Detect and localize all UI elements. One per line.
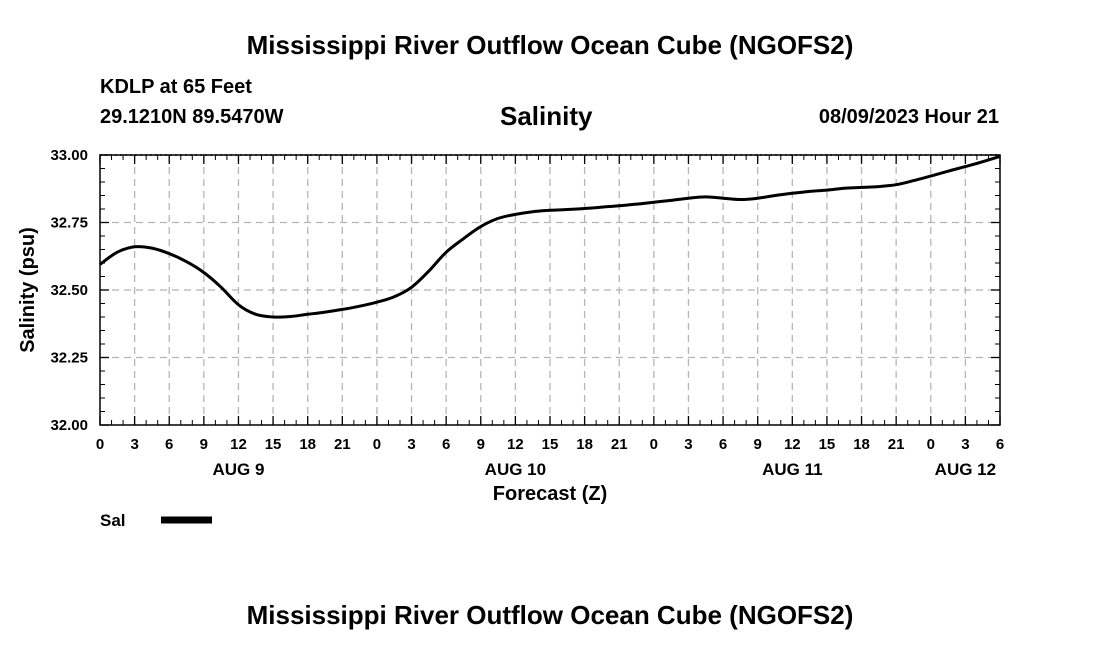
- x-tick-label: 15: [542, 436, 559, 453]
- chart-grid: [100, 155, 1000, 425]
- station-coords: 29.1210N 89.5470W: [100, 106, 284, 128]
- x-tick-label: 21: [334, 436, 351, 453]
- x-tick-label: 6: [165, 436, 173, 453]
- station-name: KDLP at 65 Feet: [100, 76, 252, 98]
- y-tick-label: 32.25: [50, 350, 88, 367]
- x-tick-label: 18: [576, 436, 593, 453]
- x-axis-ticks: 0 3 6 9 12 15 18 21 0 3 6 9 12 15 18 21 0 3 6 9 12 15 18 21 0 3 6: [96, 155, 1004, 453]
- x-axis-label: Forecast (Z): [493, 483, 607, 505]
- y-tick-label: 32.75: [50, 215, 88, 232]
- x-tick-label: 6: [996, 436, 1004, 453]
- y-tick-label: 33.00: [50, 147, 88, 164]
- x-tick-label: 3: [407, 436, 415, 453]
- y-axis-label: Salinity (psu): [17, 227, 39, 353]
- x-tick-label: 0: [373, 436, 381, 453]
- salinity-series-line: [99, 154, 1001, 319]
- x-tick-label: 9: [200, 436, 208, 453]
- x-tick-label: 9: [477, 436, 485, 453]
- day-label: AUG 12: [935, 460, 996, 479]
- chart-title: Salinity: [500, 101, 593, 131]
- legend-label: Sal: [100, 511, 126, 530]
- forecast-timestamp: 08/09/2023 Hour 21: [818, 106, 999, 128]
- page-title: Mississippi River Outflow Ocean Cube (NG…: [246, 30, 854, 60]
- x-tick-label: 3: [130, 436, 138, 453]
- x-tick-label: 15: [265, 436, 282, 453]
- day-labels: AUG 9 AUG 10 AUG 11 AUG 12: [212, 460, 996, 479]
- x-tick-label: 18: [853, 436, 870, 453]
- x-tick-label: 12: [784, 436, 801, 453]
- x-tick-label: 21: [888, 436, 905, 453]
- x-tick-label: 0: [96, 436, 104, 453]
- y-axis-ticks: 32.00 32.25 32.50 32.75 33.00: [50, 147, 1000, 434]
- day-label: AUG 9: [212, 460, 264, 479]
- x-tick-label: 3: [961, 436, 969, 453]
- x-tick-label: 21: [611, 436, 628, 453]
- y-tick-label: 32.50: [50, 282, 88, 299]
- day-label: AUG 10: [485, 460, 546, 479]
- x-tick-label: 12: [507, 436, 524, 453]
- x-tick-label: 9: [754, 436, 762, 453]
- x-tick-label: 0: [650, 436, 658, 453]
- x-tick-label: 3: [684, 436, 692, 453]
- footer-title: Mississippi River Outflow Ocean Cube (NG…: [246, 600, 854, 630]
- x-tick-label: 12: [230, 436, 247, 453]
- x-tick-label: 0: [927, 436, 935, 453]
- x-tick-label: 15: [819, 436, 836, 453]
- y-tick-label: 32.00: [50, 417, 88, 434]
- x-tick-label: 6: [719, 436, 727, 453]
- day-label: AUG 11: [762, 460, 822, 479]
- x-tick-label: 18: [299, 436, 316, 453]
- x-tick-label: 6: [442, 436, 450, 453]
